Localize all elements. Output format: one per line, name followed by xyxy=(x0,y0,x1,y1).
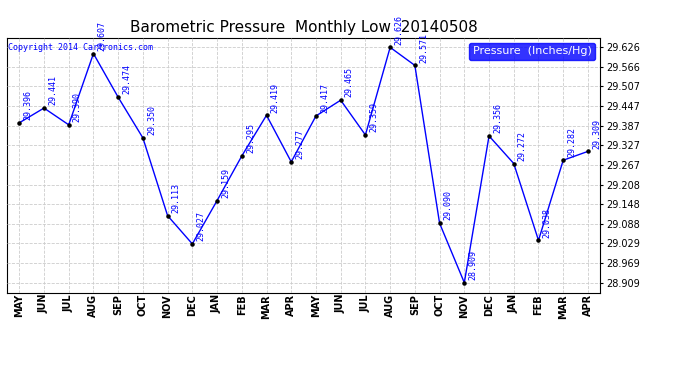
Text: 29.417: 29.417 xyxy=(320,83,329,113)
Point xyxy=(162,213,173,219)
Text: 29.465: 29.465 xyxy=(345,68,354,98)
Text: 29.309: 29.309 xyxy=(592,118,601,148)
Text: 28.909: 28.909 xyxy=(469,250,477,280)
Text: 29.626: 29.626 xyxy=(394,15,403,45)
Point xyxy=(14,120,25,126)
Point xyxy=(63,122,75,128)
Text: 29.277: 29.277 xyxy=(295,129,304,159)
Point xyxy=(88,51,99,57)
Title: Barometric Pressure  Monthly Low  20140508: Barometric Pressure Monthly Low 20140508 xyxy=(130,20,477,35)
Text: 29.113: 29.113 xyxy=(172,183,181,213)
Text: 29.090: 29.090 xyxy=(444,190,453,220)
Point xyxy=(212,198,223,204)
Text: 29.295: 29.295 xyxy=(246,123,255,153)
Point xyxy=(360,132,371,138)
Point xyxy=(39,105,50,111)
Point xyxy=(434,220,445,226)
Point xyxy=(310,113,322,119)
Text: 29.159: 29.159 xyxy=(221,168,230,198)
Point xyxy=(335,97,346,103)
Legend: Pressure  (Inches/Hg): Pressure (Inches/Hg) xyxy=(469,43,595,60)
Point xyxy=(112,94,124,100)
Point xyxy=(384,44,395,50)
Text: 29.474: 29.474 xyxy=(122,64,131,94)
Point xyxy=(137,135,148,141)
Point xyxy=(509,160,520,166)
Text: 29.272: 29.272 xyxy=(518,131,527,161)
Point xyxy=(459,280,470,286)
Text: 29.350: 29.350 xyxy=(147,105,156,135)
Point xyxy=(409,62,420,68)
Point xyxy=(261,112,272,118)
Point xyxy=(236,153,247,159)
Text: 29.396: 29.396 xyxy=(23,90,32,120)
Text: 29.359: 29.359 xyxy=(370,102,379,132)
Text: 29.027: 29.027 xyxy=(197,211,206,241)
Text: Copyright 2014 Cartronics.com: Copyright 2014 Cartronics.com xyxy=(8,43,153,52)
Point xyxy=(582,148,593,154)
Point xyxy=(558,157,569,163)
Text: 29.441: 29.441 xyxy=(48,75,57,105)
Text: 29.419: 29.419 xyxy=(270,82,279,112)
Text: 29.607: 29.607 xyxy=(97,21,106,51)
Point xyxy=(286,159,297,165)
Point xyxy=(484,133,495,139)
Text: 29.356: 29.356 xyxy=(493,103,502,133)
Text: 29.390: 29.390 xyxy=(73,92,82,122)
Text: 29.282: 29.282 xyxy=(567,128,576,158)
Text: 29.571: 29.571 xyxy=(419,33,428,63)
Text: 29.038: 29.038 xyxy=(542,207,551,237)
Point xyxy=(187,241,198,247)
Point xyxy=(533,237,544,243)
